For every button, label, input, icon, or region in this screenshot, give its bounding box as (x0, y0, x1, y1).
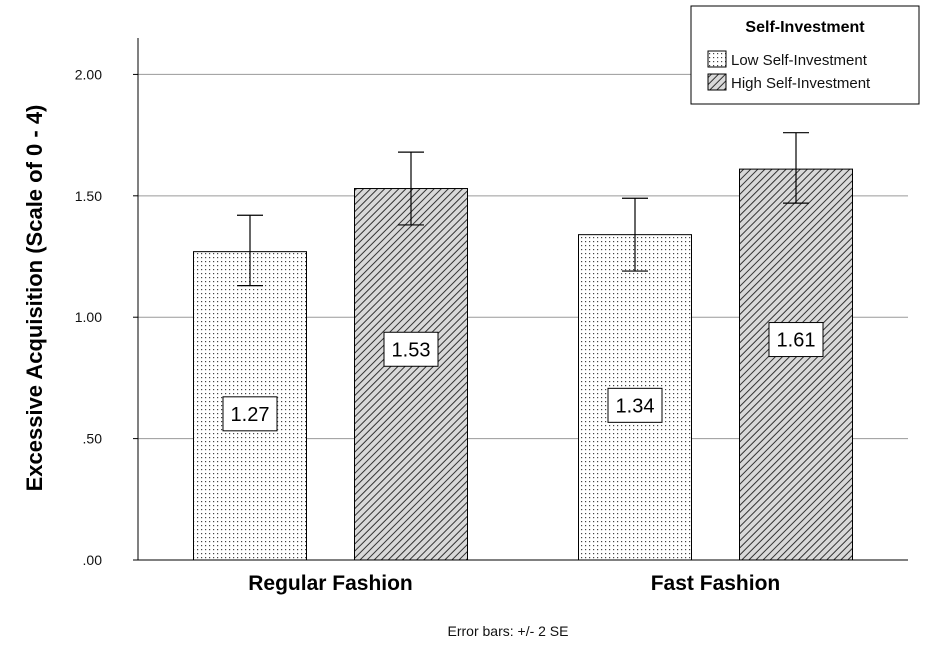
y-tick-label: .50 (83, 431, 103, 447)
x-category-label: Fast Fashion (651, 572, 781, 595)
y-axis-label: Excessive Acquisition (Scale of 0 - 4) (22, 105, 47, 492)
legend-entry-high: High Self-Investment (731, 75, 871, 92)
data-label-box (768, 322, 824, 358)
data-label: 1.61 (777, 330, 816, 352)
y-axis-ticks: .00 .50 1.00 1.50 2.00 (75, 66, 138, 568)
data-label-box (222, 396, 278, 432)
legend-box (690, 5, 920, 105)
data-label-box (607, 387, 663, 423)
bars: 1.27 1.53 1.34 1.61 (193, 132, 853, 561)
data-label: 1.53 (392, 339, 431, 361)
x-axis-categories: Regular Fashion Fast Fashion (248, 572, 780, 595)
legend-title: Self-Investment (745, 19, 865, 36)
bar (739, 168, 853, 561)
y-tick-label: 1.50 (75, 188, 102, 204)
y-tick-label: 2.00 (75, 66, 102, 82)
legend: Self-Investment Low Self-Investment High… (690, 5, 920, 105)
y-tick-label: .00 (83, 552, 103, 568)
data-label: 1.34 (616, 395, 655, 417)
legend-entry-low: Low Self-Investment (731, 52, 868, 69)
y-tick-label: 1.00 (75, 309, 102, 325)
data-label: 1.27 (231, 404, 270, 426)
legend-swatch-low (707, 50, 727, 68)
x-category-label: Regular Fashion (248, 572, 413, 595)
bar (193, 251, 307, 561)
data-label-box (383, 331, 439, 367)
legend-swatch-high (707, 73, 727, 91)
bar (354, 188, 468, 561)
error-bar-footnote: Error bars: +/- 2 SE (448, 623, 569, 639)
